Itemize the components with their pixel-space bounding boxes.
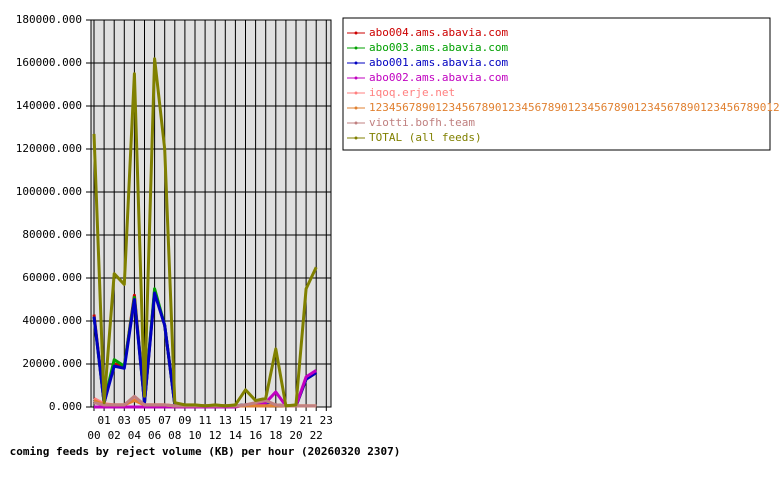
y-tick-label: 160000.000 bbox=[16, 56, 82, 69]
x-tick-label: 08 bbox=[168, 429, 181, 442]
y-tick-label: 60000.000 bbox=[22, 271, 82, 284]
legend-label: 1234567890123456789012345678901234567890… bbox=[369, 101, 780, 114]
legend-label: abo003.ams.abavia.com bbox=[369, 41, 508, 54]
x-tick-label: 10 bbox=[188, 429, 201, 442]
x-tick-label: 11 bbox=[198, 414, 211, 427]
x-tick-label: 02 bbox=[108, 429, 121, 442]
chart-title: coming feeds by reject volume (KB) per h… bbox=[10, 445, 401, 458]
x-tick-label: 09 bbox=[178, 414, 191, 427]
legend-label: viotti.bofh.team bbox=[369, 116, 475, 129]
legend-label: iqoq.erje.net bbox=[369, 86, 455, 99]
legend-label: TOTAL (all feeds) bbox=[369, 131, 482, 144]
x-tick-label: 18 bbox=[269, 429, 282, 442]
x-tick-label: 20 bbox=[289, 429, 302, 442]
y-tick-label: 0.000 bbox=[49, 400, 82, 413]
plot-area bbox=[90, 19, 332, 408]
y-tick-label: 180000.000 bbox=[16, 13, 82, 26]
y-tick-label: 20000.000 bbox=[22, 357, 82, 370]
x-tick-label: 14 bbox=[229, 429, 243, 442]
legend-swatch bbox=[354, 91, 358, 95]
legend-label: abo001.ams.abavia.com bbox=[369, 56, 508, 69]
x-tick-label: 21 bbox=[299, 414, 312, 427]
y-tick-label: 120000.000 bbox=[16, 142, 82, 155]
legend-swatch bbox=[354, 31, 358, 35]
legend-label: abo004.ams.abavia.com bbox=[369, 26, 508, 39]
legend-swatch bbox=[354, 136, 358, 140]
y-tick-label: 140000.000 bbox=[16, 99, 82, 112]
x-tick-label: 01 bbox=[97, 414, 110, 427]
x-tick-label: 06 bbox=[148, 429, 161, 442]
y-tick-label: 40000.000 bbox=[22, 314, 82, 327]
x-tick-label: 00 bbox=[87, 429, 100, 442]
x-tick-label: 15 bbox=[239, 414, 252, 427]
x-tick-label: 13 bbox=[219, 414, 232, 427]
x-tick-label: 07 bbox=[158, 414, 171, 427]
legend-swatch bbox=[354, 106, 358, 110]
x-tick-label: 05 bbox=[138, 414, 151, 427]
series-line bbox=[92, 57, 318, 408]
y-tick-label: 80000.000 bbox=[22, 228, 82, 241]
x-tick-label: 16 bbox=[249, 429, 262, 442]
legend-swatch bbox=[354, 46, 358, 50]
x-tick-label: 03 bbox=[118, 414, 131, 427]
y-tick-label: 100000.000 bbox=[16, 185, 82, 198]
x-tick-label: 12 bbox=[209, 429, 222, 442]
legend-swatch bbox=[354, 121, 358, 125]
x-tick-label: 17 bbox=[259, 414, 272, 427]
legend-swatch bbox=[354, 61, 358, 65]
legend-swatch bbox=[354, 76, 358, 80]
legend-label: abo002.ams.abavia.com bbox=[369, 71, 508, 84]
legend bbox=[342, 17, 771, 151]
x-tick-label: 22 bbox=[310, 429, 323, 442]
x-tick-label: 04 bbox=[128, 429, 142, 442]
x-tick-label: 23 bbox=[320, 414, 333, 427]
x-tick-label: 19 bbox=[279, 414, 292, 427]
